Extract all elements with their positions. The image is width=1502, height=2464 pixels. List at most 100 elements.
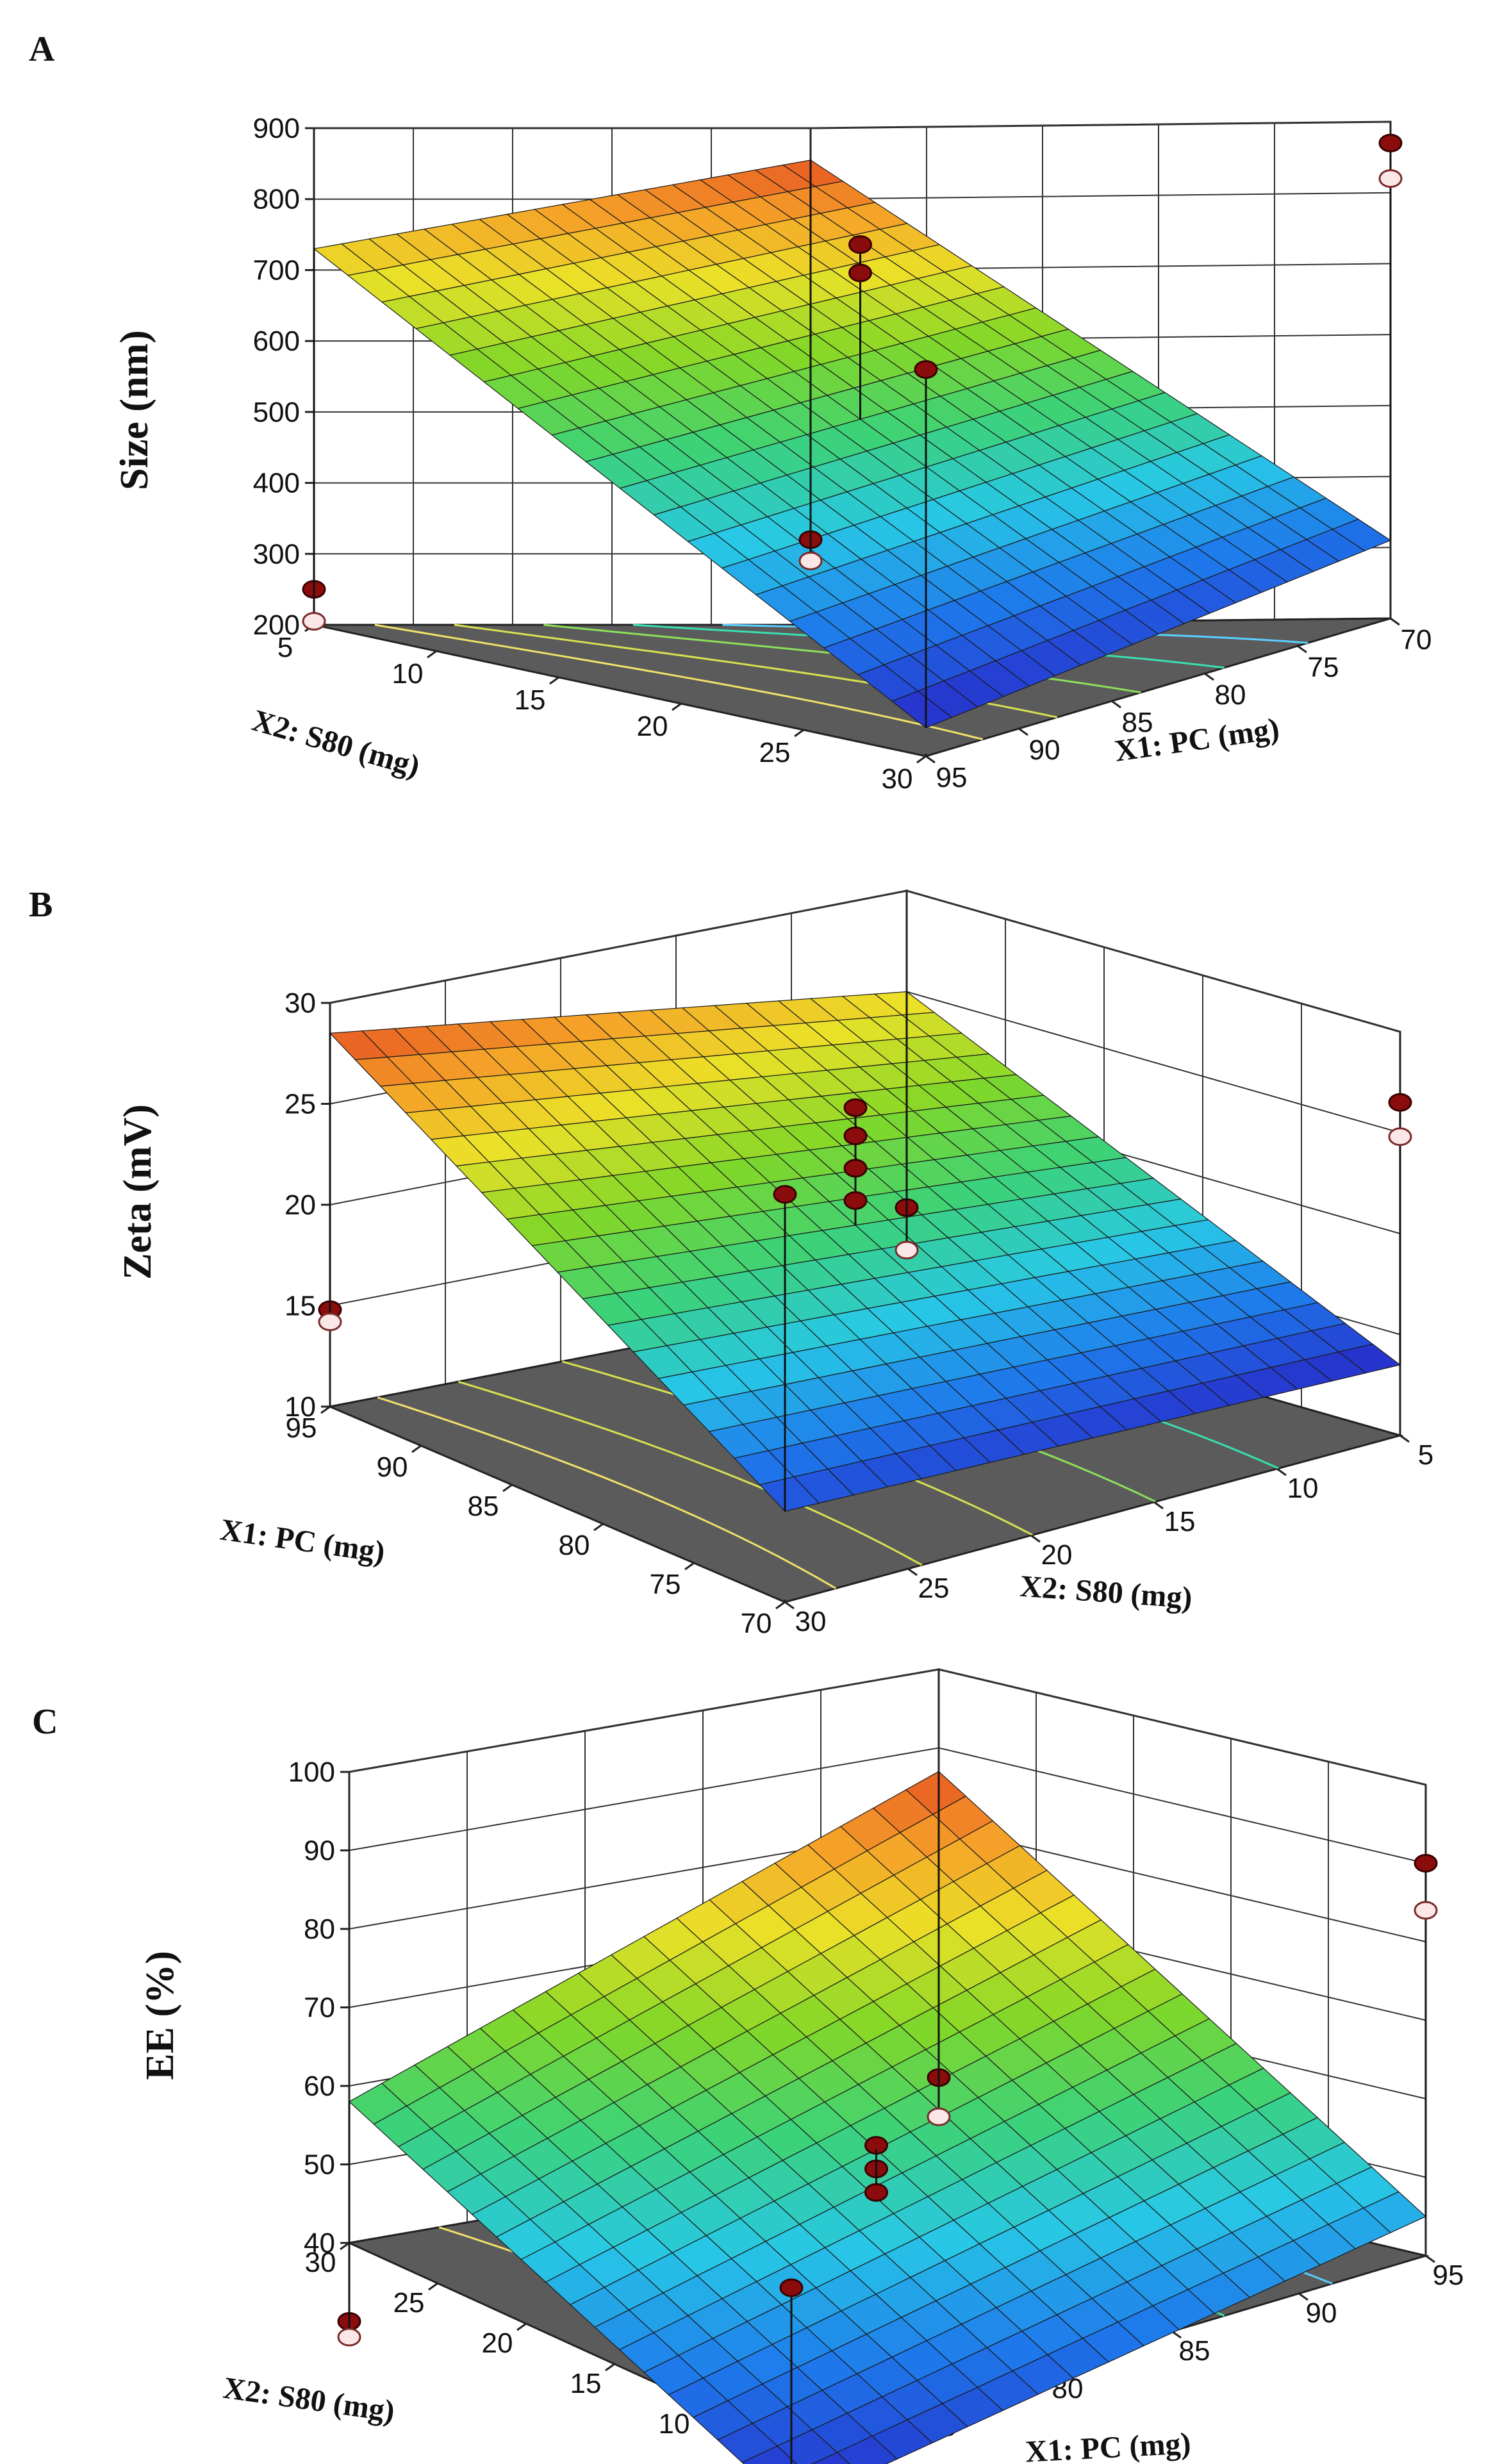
left-axis-tick-label: 15 (570, 2368, 602, 2399)
design-points (318, 991, 1412, 1512)
right-axis-tick-label: 95 (936, 762, 968, 793)
left-axis-tick-label: 10 (392, 658, 424, 690)
z-tick-label: 40 (304, 2228, 335, 2259)
right-axis-tick-label: 85 (1122, 707, 1153, 738)
design-point (337, 2328, 361, 2347)
z-tick-label: 10 (285, 1391, 316, 1423)
left-axis-label: X1: PC (mg) (218, 1512, 386, 1569)
design-point (843, 1191, 868, 1210)
right-axis-tick-label: 75 (1308, 652, 1339, 683)
z-tick-label: 300 (253, 538, 300, 570)
left-axis-tick (672, 702, 682, 711)
design-point (1414, 1854, 1438, 1873)
panel-c-letter: C (32, 1702, 58, 1742)
left-axis-tick (916, 755, 927, 764)
floor-contour (374, 624, 984, 741)
z-axis: 10 15 20 25 30 Zeta (mV) (116, 988, 331, 1423)
design-point (848, 263, 872, 283)
z-tick-label: 70 (304, 1992, 335, 2024)
left-axis-tick-label: 75 (650, 1569, 681, 1600)
right-axis-tick (1425, 2254, 1435, 2263)
z-tick-label: 500 (253, 397, 300, 428)
design-point (1378, 169, 1403, 188)
z-gridline (349, 1668, 1426, 1785)
right-axis-tick-label: 5 (1418, 1439, 1433, 1471)
right-axis-tick-label: 80 (1215, 679, 1246, 711)
left-axis-tick-label: 30 (305, 2247, 336, 2278)
left-axis-tick (516, 2322, 527, 2331)
right-axis-tick (1399, 1434, 1410, 1443)
left-axis-tick-label: 30 (882, 763, 913, 795)
right-axis-tick (1018, 727, 1028, 736)
right-axis-tick (1297, 645, 1307, 654)
z-axis-label: Zeta (mV) (116, 1104, 160, 1280)
response-surface (313, 160, 1392, 729)
design-points (337, 1771, 1438, 2464)
right-axis-tick-label: 90 (1029, 734, 1060, 766)
z-tick-label: 400 (253, 468, 300, 499)
z-tick-label: 200 (253, 609, 300, 641)
z-gridline (349, 1747, 1426, 1864)
design-point (848, 235, 872, 254)
panel-a-letter: A (29, 29, 55, 69)
right-axis-tick (1276, 1468, 1287, 1476)
design-point (843, 1127, 868, 1146)
left-axis-tick (549, 676, 559, 685)
right-axis-tick (925, 755, 936, 764)
right-axis-tick (1298, 2292, 1308, 2301)
design-point (843, 1098, 868, 1117)
left-axis-tick-label: 25 (393, 2287, 425, 2319)
left-axis-tick (794, 729, 804, 738)
right-axis-tick-label: 25 (918, 1573, 950, 1604)
z-tick-label: 25 (285, 1089, 316, 1120)
right-axis-tick (784, 1601, 795, 1610)
right-axis-tick-label: 15 (1164, 1506, 1196, 1537)
z-tick-label: 50 (304, 2149, 335, 2181)
left-axis-tick-label: 70 (741, 1608, 772, 1639)
left-axis-tick-label: 20 (637, 711, 668, 742)
panel-a: A 200 300 400 500 600 700 800 900 Size (nm) 5 10 15… (29, 29, 1432, 795)
right-axis-tick (1030, 1534, 1041, 1543)
left-axis-tick (593, 1523, 604, 1532)
design-point (843, 1159, 868, 1178)
design-point (1388, 1127, 1412, 1146)
right-axis-tick (1153, 1501, 1164, 1510)
left-axis-tick-label: 25 (759, 737, 791, 768)
surface-cell (811, 2452, 850, 2464)
left-axis-tick-label: 95 (286, 1412, 317, 1444)
design-point (914, 360, 938, 379)
left-axis-tick-label: 85 (468, 1491, 499, 1522)
z-tick-label: 30 (285, 988, 316, 1019)
right-axis-label: X1: PC (mg) (1025, 2426, 1192, 2464)
z-tick-label: 600 (253, 326, 300, 357)
design-point (1388, 1093, 1412, 1112)
left-axis-tick-label: 20 (482, 2328, 513, 2359)
right-axis-tick (1390, 617, 1400, 626)
design-point (1414, 1901, 1438, 1920)
response-surface (348, 1771, 1427, 2464)
left-axis-tick-label: 5 (277, 632, 293, 663)
surface-cell (741, 2445, 798, 2464)
right-axis-tick (1204, 672, 1214, 681)
design-points (302, 133, 1403, 728)
left-axis-label: X2: S80 (mg) (249, 704, 424, 784)
left-axis-tick (428, 2282, 438, 2291)
z-axis: 40 50 60 70 80 90 100 EE (%) (138, 1757, 351, 2259)
left-axis-tick-label: 90 (377, 1451, 408, 1483)
z-tick-label: 700 (253, 254, 300, 286)
z-axis-label: EE (%) (138, 1951, 182, 2080)
z-gridline (329, 889, 1401, 1032)
design-point (1378, 133, 1403, 153)
right-axis-tick (907, 1567, 918, 1576)
z-axis-label: Size (nm) (113, 330, 156, 490)
left-axis-tick (605, 2363, 615, 2372)
z-tick-label: 80 (304, 1914, 335, 1945)
left-axis-label: X2: S80 (mg) (221, 2371, 397, 2429)
surface-cell (836, 2435, 898, 2464)
z-axis: 200 300 400 500 600 700 800 900 Size (nm) (113, 113, 315, 641)
left-axis-tick (411, 1444, 422, 1453)
right-axis-tick-label: 70 (1401, 624, 1432, 656)
design-point (927, 2107, 951, 2126)
